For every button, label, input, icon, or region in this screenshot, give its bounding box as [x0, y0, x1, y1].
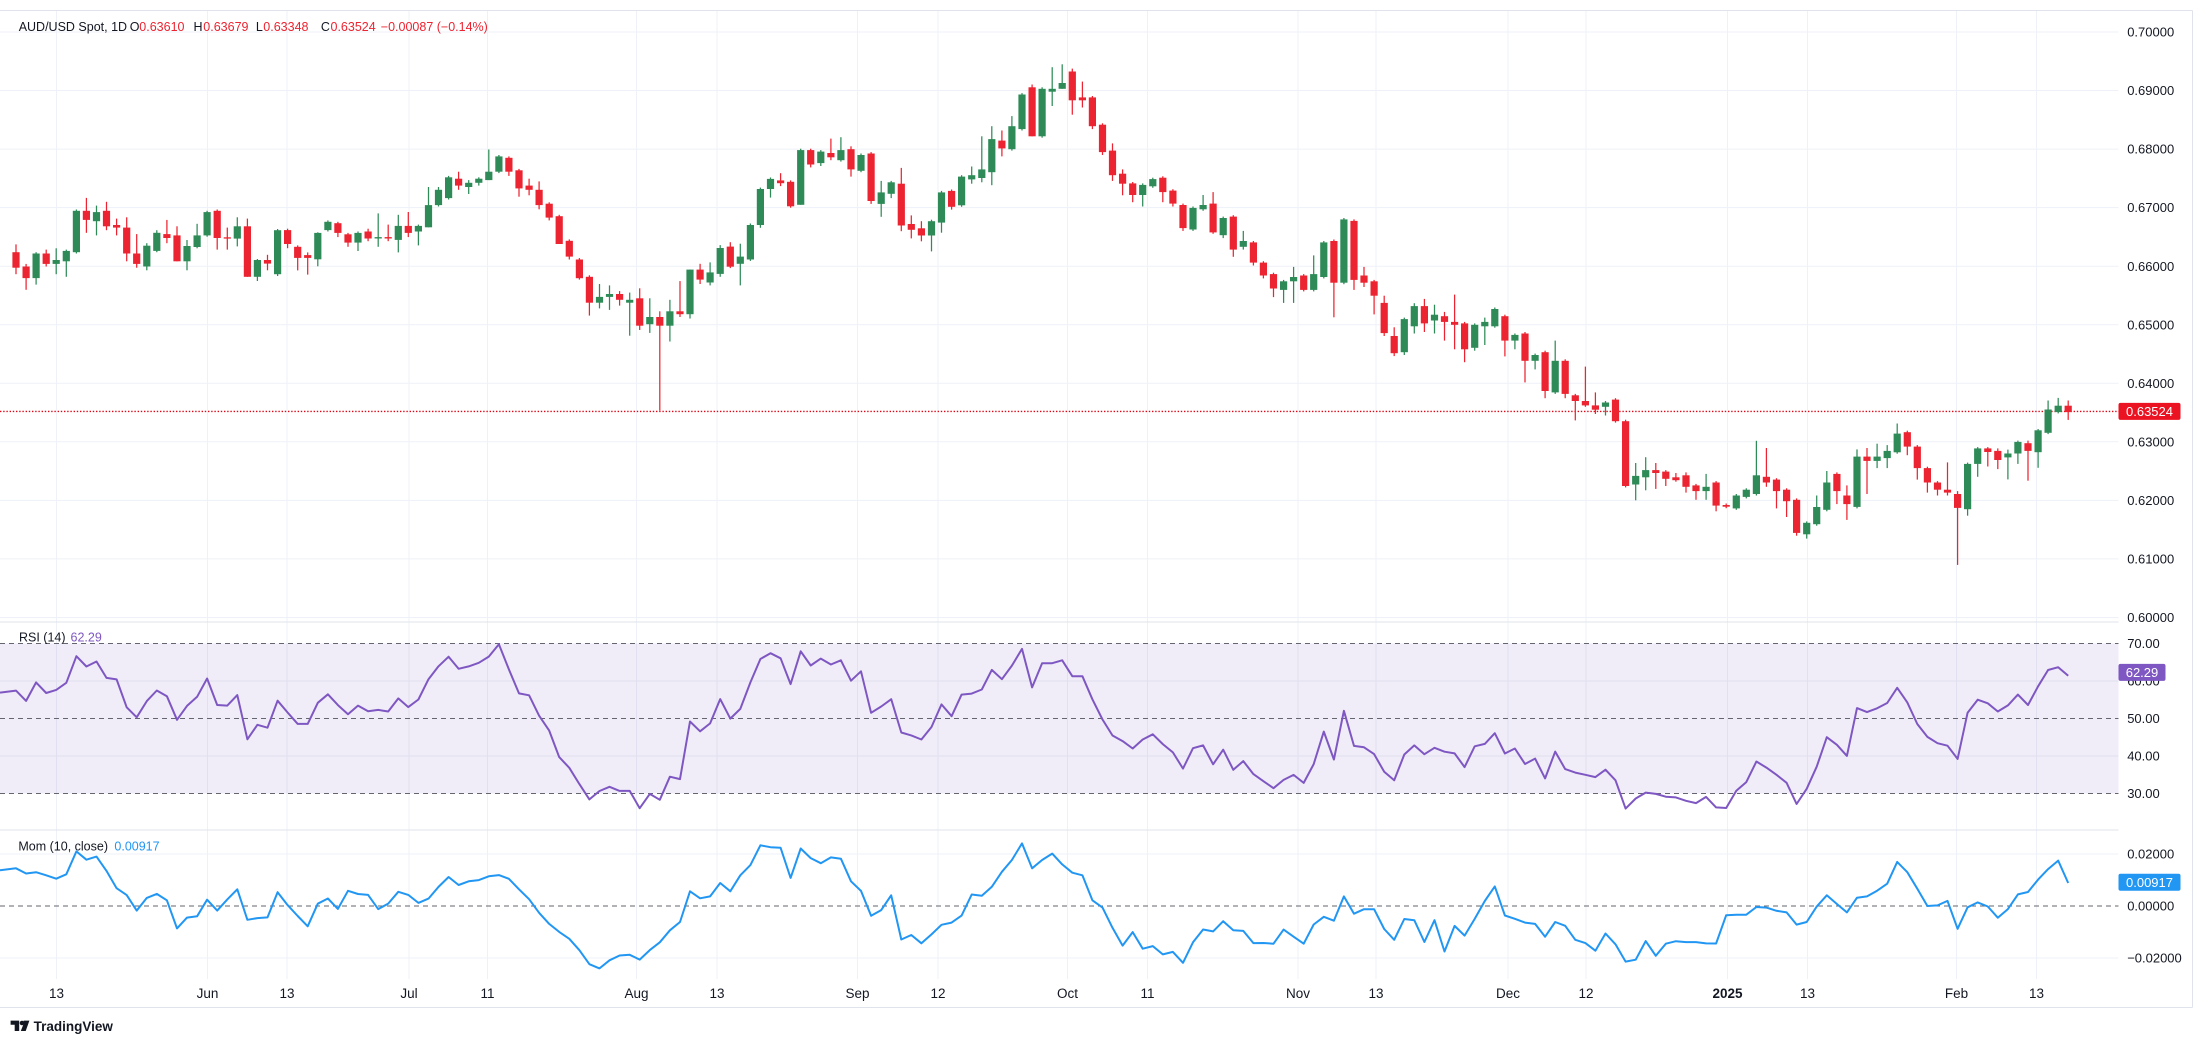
svg-text:12: 12: [1578, 986, 1593, 1001]
svg-text:Feb: Feb: [1945, 986, 1968, 1001]
svg-text:0.67000: 0.67000: [2127, 200, 2174, 215]
svg-text:Mom (10, close)0.00917: Mom (10, close) 0.00917: [18, 840, 159, 854]
svg-text:13: 13: [1800, 986, 1815, 1001]
svg-text:11: 11: [1140, 986, 1154, 1001]
svg-text:−0.02000: −0.02000: [2127, 951, 2182, 966]
svg-text:RSI (14)62.29: RSI (14) 62.29: [19, 631, 102, 645]
svg-text:13: 13: [709, 986, 724, 1001]
svg-text:0.65000: 0.65000: [2127, 317, 2174, 332]
svg-text:0.69000: 0.69000: [2127, 83, 2174, 98]
svg-text:0.70000: 0.70000: [2127, 25, 2174, 40]
svg-text:Oct: Oct: [1057, 986, 1078, 1001]
svg-text:50.00: 50.00: [2127, 711, 2160, 726]
svg-text:Jun: Jun: [197, 986, 219, 1001]
svg-text:0.64000: 0.64000: [2127, 376, 2174, 391]
svg-text:Sep: Sep: [845, 986, 869, 1001]
svg-text:30.00: 30.00: [2127, 786, 2160, 801]
svg-text:TradingView: TradingView: [34, 1019, 114, 1034]
svg-text:13: 13: [279, 986, 294, 1001]
svg-text:13: 13: [49, 986, 64, 1001]
svg-text:0.60000: 0.60000: [2127, 610, 2174, 625]
svg-text:12: 12: [930, 986, 945, 1001]
svg-text:13: 13: [1368, 986, 1383, 1001]
svg-text:11: 11: [480, 986, 494, 1001]
svg-text:0.02000: 0.02000: [2127, 847, 2174, 862]
svg-text:0.62000: 0.62000: [2127, 493, 2174, 508]
svg-text:0.61000: 0.61000: [2127, 552, 2174, 567]
svg-text:70.00: 70.00: [2127, 636, 2160, 651]
svg-text:0.63524: 0.63524: [2126, 404, 2173, 419]
svg-text:2025: 2025: [1712, 986, 1743, 1001]
svg-text:0.68000: 0.68000: [2127, 142, 2174, 157]
svg-text:40.00: 40.00: [2127, 749, 2160, 764]
svg-text:Aug: Aug: [624, 986, 648, 1001]
svg-text:0.66000: 0.66000: [2127, 259, 2174, 274]
svg-text:0.63000: 0.63000: [2127, 434, 2174, 449]
svg-text:Nov: Nov: [1286, 986, 1310, 1001]
svg-text:62.29: 62.29: [2126, 665, 2159, 680]
svg-text:0.00000: 0.00000: [2127, 899, 2174, 914]
svg-text:Jul: Jul: [400, 986, 417, 1001]
svg-text:Dec: Dec: [1496, 986, 1520, 1001]
svg-text:13: 13: [2029, 986, 2044, 1001]
svg-text:0.00917: 0.00917: [2126, 875, 2173, 890]
